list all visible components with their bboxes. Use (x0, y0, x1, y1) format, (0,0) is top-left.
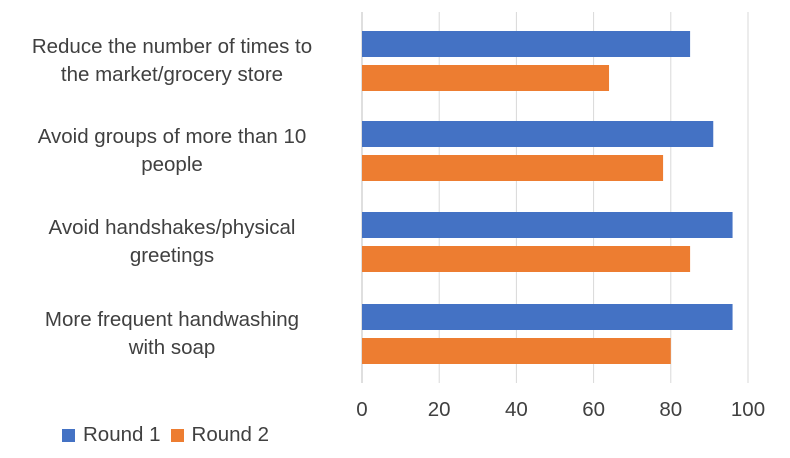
legend-item-round-1: Round 1 (62, 423, 161, 447)
legend: Round 1 Round 2 (62, 421, 279, 449)
category-label-line: More frequent handwashing (44, 308, 300, 331)
bar-round-2-1 (362, 155, 664, 181)
bar-round-2-2 (362, 246, 691, 272)
category-label-line: Reduce the number of times to (31, 35, 313, 58)
category-label-line: people (141, 153, 203, 176)
category-label-line: Avoid groups of more than 10 (37, 125, 307, 148)
legend-swatch-round-1 (62, 428, 75, 442)
x-axis-ticks: 0 20 40 60 80 100 (356, 398, 765, 421)
bar-round-1-1 (362, 121, 714, 147)
bar-round-1-3 (362, 304, 733, 330)
bar-round-1-2 (362, 212, 733, 238)
bar-round-1-0 (362, 31, 691, 57)
bar-round-2-3 (362, 338, 671, 364)
category-label-market: Reduce the number of times to the market… (6, 33, 338, 89)
category-label-line: greetings (129, 244, 215, 267)
category-label-handwashing: More frequent handwashing with soap (6, 306, 338, 362)
bars (362, 31, 733, 364)
bar-round-2-0 (362, 65, 610, 91)
x-tick-label: 20 (428, 398, 451, 421)
x-tick-label: 0 (356, 398, 367, 421)
x-tick-label: 60 (582, 398, 605, 421)
legend-swatch-round-2 (170, 428, 184, 442)
category-label-handshakes: Avoid handshakes/physical greetings (6, 214, 338, 270)
category-label-line: Avoid handshakes/physical (48, 216, 296, 239)
category-label-groups: Avoid groups of more than 10 people (6, 123, 338, 179)
legend-label-round-2: Round 2 (191, 423, 270, 446)
x-tick-label: 40 (505, 398, 528, 421)
x-tick-label: 80 (659, 398, 682, 421)
legend-item-round-2: Round 2 (170, 423, 270, 447)
legend-label-round-1: Round 1 (83, 423, 161, 446)
category-label-line: with soap (128, 336, 216, 359)
category-label-line: the market/grocery store (60, 63, 284, 86)
x-tick-label: 100 (731, 398, 765, 421)
